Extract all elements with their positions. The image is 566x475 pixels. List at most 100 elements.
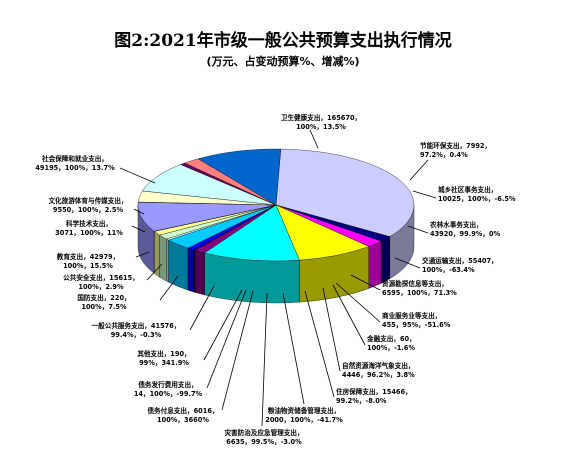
slice-labels: 卫生健康支出，165670， 100%，13.5% 节能环保支出，7992， 97.2… (35, 113, 516, 446)
slice-label-line: 科学技术支出， (66, 219, 112, 228)
slice-label-line: 99.2%，-8.0% (336, 397, 387, 405)
slice-label-line: 住房保障支出，15466， (336, 387, 412, 396)
slice-label-commerce: 商业服务业等支出， 455，95%，-51.6% (382, 311, 451, 329)
slice-label-line: 国防支出，220， (77, 293, 130, 302)
slice-label-env: 节能环保支出，7992， 97.2%，0.4% (420, 141, 491, 159)
slice-label-line: 一般公共服务支出，41576， (92, 321, 181, 330)
slice-label-line: 10025，100%，-6.5% (438, 195, 516, 203)
slice-label-line: 债务付息支出，6016， (147, 406, 218, 415)
slice-label-line: 100%，2.9% (78, 283, 124, 291)
slice-label-line: 49195，100%，13.7% (35, 164, 115, 172)
slice-label-line: 公共安全支出，15615， (63, 273, 139, 282)
leader-lines (119, 129, 437, 427)
slice-social (197, 148, 282, 206)
slice-label-grain: 粮油物资储备管理支出， 2000，100%，-41.7% (265, 406, 343, 424)
slice-label-line: 资源勘探信息等支出， (382, 279, 448, 288)
leader-line-social (119, 167, 156, 184)
slice-label-transport: 交通运输支出，55407， 100%，-63.4% (422, 256, 498, 274)
leader-line-transport (394, 257, 421, 269)
chart-title: 图2:2021年市级一般公共预算支出执行情况 (114, 30, 451, 51)
slice-label-line: 商业服务业等支出， (382, 311, 441, 320)
slice-label-science: 科学技术支出， 3071，100%，11% (55, 219, 123, 237)
leader-line-grain (282, 292, 305, 405)
slice-label-line: 6595，100%，71.3% (382, 289, 457, 297)
pie-slices (137, 148, 415, 262)
slice-label-line: 4446，96.2%，3.8% (342, 371, 415, 379)
slice-label-line: 交通运输支出，55407， (422, 256, 498, 265)
leader-line-urban (412, 190, 437, 199)
slice-label-line: 100%，13.5% (296, 123, 346, 131)
slice-label-line: 社会保障和就业支出， (41, 154, 108, 163)
slice-label-line: 粮油物资储备管理支出， (268, 406, 341, 415)
slice-label-line: 100%，7.5% (81, 303, 127, 311)
slice-label-line: 100%，-1.6% (367, 344, 415, 352)
slice-label-defense: 国防支出，220， 100%，7.5% (77, 293, 130, 311)
slice-label-line: 455，95%，-51.6% (382, 321, 451, 329)
slice-label-culture: 文化旅游体育与传媒支出， 9550，100%，2.5% (48, 196, 127, 214)
slice-label-naturalres: 自然资源海洋气象支出， 4446，96.2%，3.8% (342, 361, 415, 379)
slice-label-agri: 农林水事务支出， 43920，99.9%，0% (429, 220, 501, 238)
slice-label-education: 教育支出，42979， 100%，15.5% (56, 252, 120, 270)
slice-label-line: 99%，341.9% (139, 359, 189, 367)
slice-label-line: 卫生健康支出，165670， (281, 113, 361, 122)
slice-label-line: 3071，100%，11% (55, 229, 123, 237)
slice-side-resource (194, 250, 205, 296)
slice-label-line: 其他支出，190， (137, 349, 190, 358)
slice-label-line: 100%，15.5% (63, 262, 113, 270)
leader-line-security (146, 263, 163, 281)
slice-transport (204, 204, 300, 262)
leader-line-resource (350, 274, 381, 291)
slice-label-resource: 资源勘探信息等支出， 6595，100%，71.3% (382, 279, 457, 297)
chart-subtitle: (万元、占变动预算%、增减%) (206, 54, 359, 68)
leader-line-env (409, 159, 429, 181)
leader-line-science (131, 225, 146, 233)
slice-side-naturalres (187, 247, 195, 293)
leader-line-other (203, 289, 243, 361)
leader-line-debtint (221, 290, 254, 411)
leader-line-culture (133, 208, 145, 215)
slice-label-general: 一般公共服务支出，41576， 99.4%，-0.3% (92, 321, 181, 339)
slice-health (275, 148, 415, 237)
slice-label-line: 金融支出，60， (366, 334, 416, 343)
leader-line-debtfee (206, 289, 247, 389)
leader-line-health (309, 129, 319, 149)
slice-side-grain (166, 238, 169, 283)
slice-side-debtint (154, 230, 160, 278)
slice-label-line: 农林水事务支出， (429, 220, 483, 229)
slice-label-line: 2000，100%，-41.7% (265, 416, 343, 424)
slice-side-env (380, 236, 390, 284)
slice-label-line: 97.2%，0.4% (420, 151, 468, 159)
slice-label-other: 其他支出，190， 99%，341.9% (137, 349, 190, 367)
slice-side-disaster (159, 234, 167, 282)
slice-label-urban: 城乡社区事务支出， 10025，100%，-6.5% (438, 185, 516, 203)
leader-line-agri (407, 225, 429, 234)
slice-side-urban (368, 240, 382, 289)
leader-line-commerce (335, 282, 381, 323)
leader-line-defense (159, 275, 179, 301)
leader-line-naturalres (322, 287, 341, 372)
slice-label-security: 公共安全支出，15615， 100%，2.9% (63, 273, 139, 291)
leader-line-general (189, 285, 215, 331)
slice-label-finance: 金融支出，60， 100%，-1.6% (366, 334, 416, 352)
slice-label-line: 100%，3660% (157, 416, 209, 424)
leader-line-housing (304, 290, 335, 398)
slice-side-housing (168, 239, 189, 291)
slice-label-line: 6635，99.5%，-3.0% (226, 438, 302, 446)
slice-label-line: 14，100%，-99.7% (134, 390, 203, 398)
slice-label-line: 教育支出，42979， (56, 252, 120, 261)
slice-label-line: 自然资源海洋气象支出， (342, 361, 415, 370)
leader-line-disaster (261, 292, 268, 427)
slice-label-line: 城乡社区事务支出， (438, 185, 497, 194)
slice-label-line: 节能环保支出，7992， (420, 141, 491, 150)
slice-label-line: 债务发行费用支出， (138, 380, 197, 389)
slice-label-social: 社会保障和就业支出， 49195，100%，13.7% (35, 154, 115, 172)
slice-label-line: 43920，99.9%，0% (430, 230, 501, 238)
leader-line-education (135, 251, 150, 258)
slice-label-disaster: 灾害防治及应急管理支出， 6635，99.5%，-3.0% (224, 428, 303, 446)
slice-label-line: 99.4%，-0.3% (111, 331, 162, 339)
slice-label-line: 100%，-63.4% (422, 266, 475, 274)
slice-label-line: 文化旅游体育与传媒支出， (48, 196, 127, 205)
slice-label-line: 9550，100%，2.5% (53, 206, 124, 214)
slice-label-line: 灾害防治及应急管理支出， (224, 428, 303, 437)
